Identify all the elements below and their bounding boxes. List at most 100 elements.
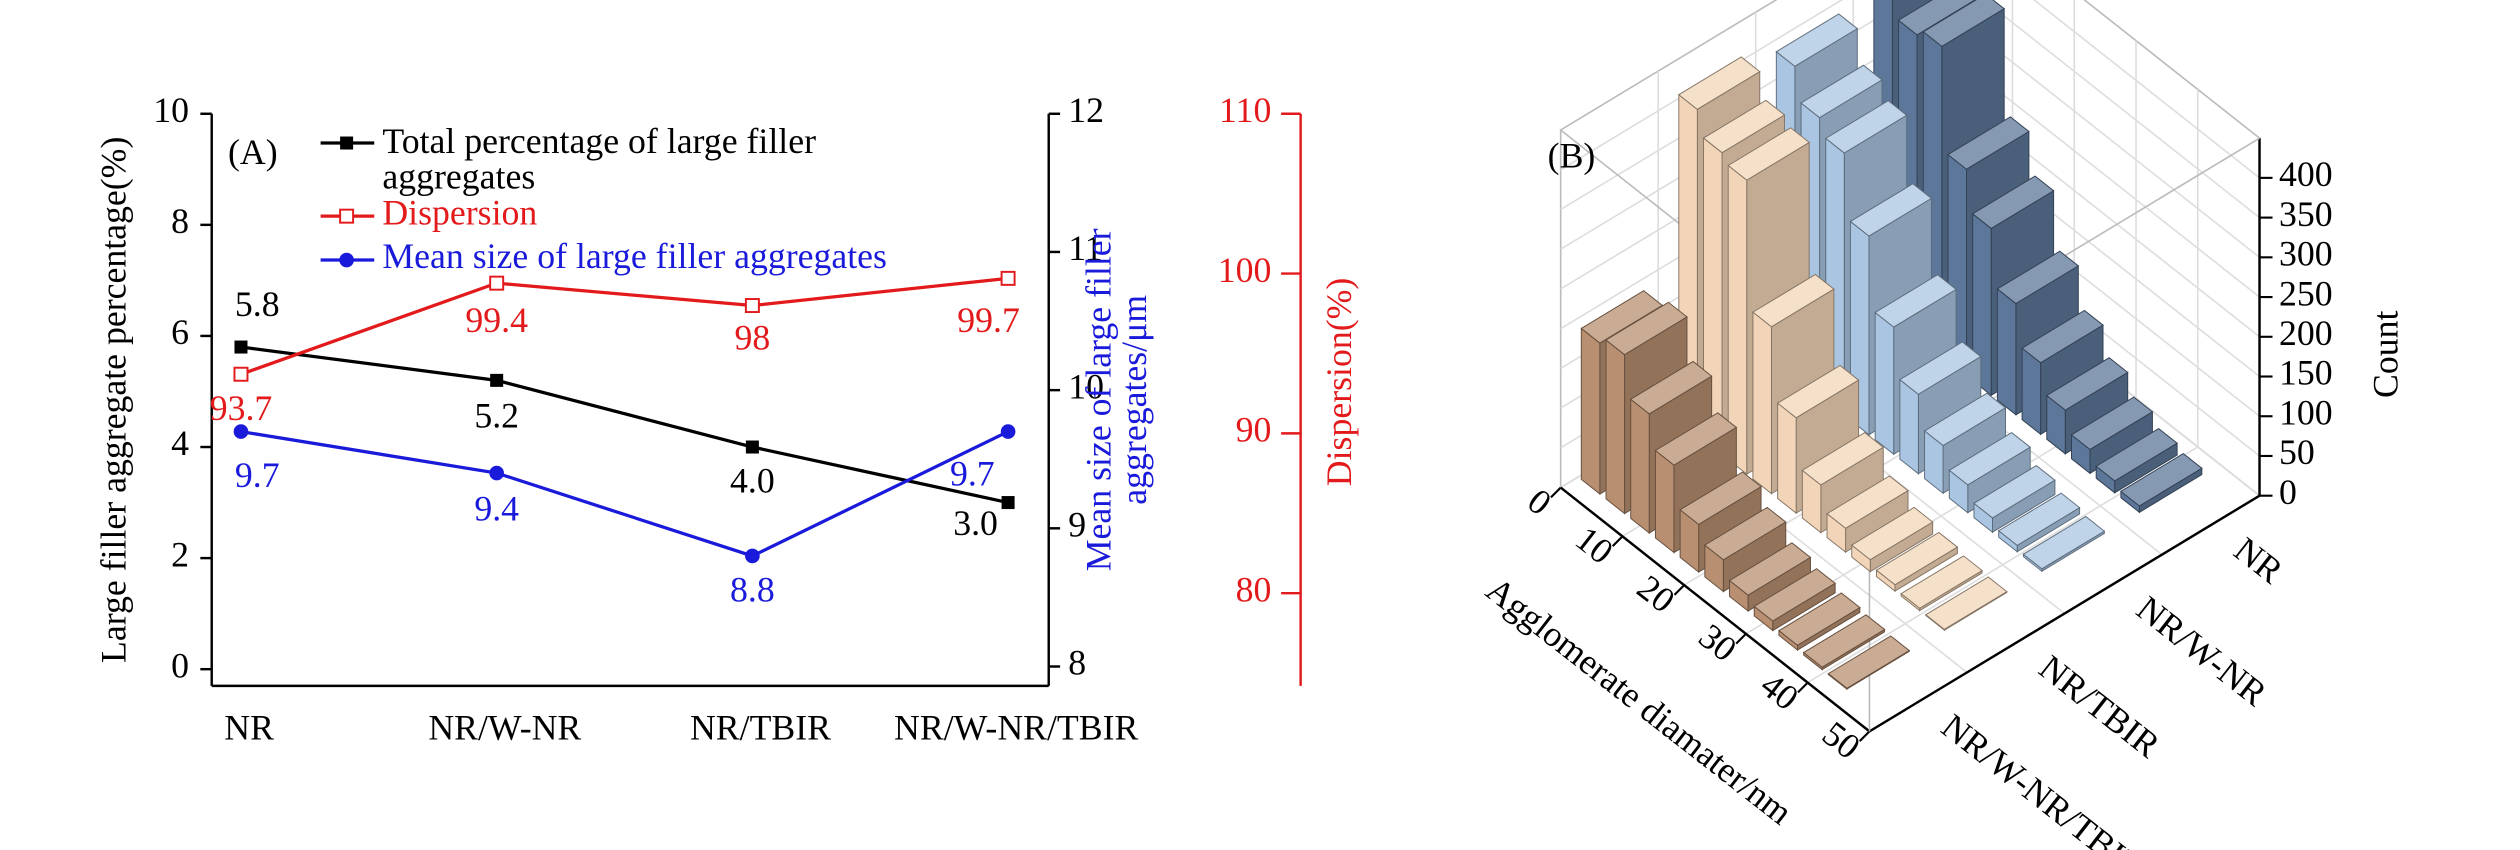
z-axis-title: Count	[2366, 311, 2406, 398]
bar-top	[1996, 250, 2080, 305]
z-tick-label: 150	[2279, 353, 2333, 393]
series-line	[240, 345, 1009, 505]
z-tick-label: 400	[2279, 154, 2333, 194]
y3-tick-label: 110	[1219, 90, 1271, 130]
bar-top	[1897, 0, 1976, 36]
bar-front	[1777, 402, 1797, 515]
legend-label: Mean size of large filler aggregates	[382, 236, 887, 276]
bar-top	[1778, 592, 1861, 646]
bar-top	[1728, 542, 1812, 596]
bar-top	[2070, 396, 2154, 451]
bar-top	[2022, 515, 2106, 570]
bar-top	[1752, 273, 1835, 328]
legend-label: Total percentage of large filler aggrega…	[382, 123, 817, 197]
series-label: NR/TBIR	[2032, 647, 2168, 765]
y3-axis-title: Dispersion(%)	[1319, 278, 1359, 487]
bar-top	[1753, 568, 1837, 622]
bar-front	[1630, 398, 1650, 535]
data-point	[489, 275, 505, 291]
data-point	[1000, 270, 1016, 286]
data-label: 99.4	[465, 300, 528, 340]
y2-axis-title-box: Mean size of large filler aggregates/μm	[1081, 228, 1155, 572]
bar-top	[1899, 341, 1982, 395]
bar-top	[1850, 506, 1934, 561]
bar-top	[2095, 427, 2178, 482]
bar-top	[1800, 64, 1883, 119]
legend-marker	[340, 136, 354, 150]
y2-axis-title: Mean size of large filler aggregates/μm	[1081, 228, 1155, 572]
y-tick-label: 0	[171, 645, 189, 685]
z-tick-label: 100	[2279, 392, 2333, 432]
y-tick-label: 2	[171, 534, 189, 574]
bar-top	[1580, 290, 1664, 344]
bar-top	[1801, 432, 1885, 486]
data-point	[233, 366, 249, 382]
x-tick-label: NR/TBIR	[690, 708, 831, 748]
bar-top	[1776, 364, 1860, 419]
data-point	[234, 340, 248, 354]
data-label: 93.7	[210, 388, 273, 428]
y-tick-label: 10	[153, 90, 189, 130]
bar-top	[1948, 431, 2032, 486]
data-label: 9.4	[474, 488, 519, 528]
series-line	[240, 276, 1009, 376]
bar-top	[2120, 453, 2203, 507]
grid-line	[2032, 0, 2261, 179]
bar-top	[1922, 0, 2006, 48]
data-label: 98	[735, 317, 771, 357]
y2-tick-label: 9	[1068, 505, 1086, 545]
data-point	[1000, 424, 1016, 439]
bar-top	[1824, 100, 1908, 154]
y3-tick-label: 80	[1236, 569, 1272, 609]
legend-label: Dispersion	[382, 192, 537, 232]
z-tick-label: 300	[2279, 234, 2333, 274]
y2-tick-label: 8	[1068, 643, 1086, 683]
z-tick-label: 0	[2279, 472, 2297, 512]
legend-marker	[339, 208, 355, 224]
y2-tick-label: 12	[1068, 90, 1104, 130]
z-tick-label: 50	[2279, 432, 2315, 472]
bar-top	[1654, 412, 1738, 466]
bar-top	[1875, 531, 1959, 586]
bar-top	[1874, 274, 1957, 328]
series-axis	[1868, 494, 2261, 733]
x-tick-label: 40	[1753, 665, 1806, 719]
bar-top	[1629, 360, 1713, 415]
x-tick-label: NR/W-NR/TBIR	[894, 708, 1138, 748]
bar-top	[1702, 99, 1786, 154]
data-label: 3.0	[953, 503, 998, 543]
series-line	[240, 429, 1009, 558]
panel-label: (A)	[228, 132, 278, 172]
bar-top	[1802, 614, 1886, 668]
y2-tick-label: 11	[1068, 228, 1102, 268]
y3-tick-label: 100	[1218, 250, 1272, 290]
bar-top	[1997, 492, 2081, 546]
bar-top	[1923, 392, 2007, 447]
y-tick-label: 8	[171, 201, 189, 241]
x-tick-label: 50	[1815, 713, 1868, 767]
x-tick-label: 10	[1568, 518, 1621, 572]
data-label: 5.2	[474, 396, 519, 436]
bar-top	[1775, 13, 1859, 67]
bar-top	[1973, 464, 2056, 519]
bar-top	[2021, 309, 2104, 364]
bar-top	[1925, 576, 2008, 630]
data-label: 9.7	[235, 455, 280, 495]
data-label: 9.7	[950, 453, 995, 493]
data-point	[233, 424, 249, 439]
series-label: NR	[2227, 529, 2291, 591]
data-label: 99.7	[957, 300, 1020, 340]
data-point	[1001, 496, 1015, 510]
bar-top	[2045, 357, 2129, 411]
series-label: NR/W-NR	[2129, 588, 2274, 714]
bar-top	[1703, 506, 1787, 561]
x-tick-label: NR	[224, 708, 274, 748]
x-tick	[1550, 486, 1562, 499]
x-tick-label: 0	[1520, 481, 1559, 524]
x-tick	[1673, 584, 1685, 596]
panel-label: (B)	[1548, 135, 1596, 175]
x-tick	[1858, 730, 1871, 742]
data-point	[744, 298, 760, 314]
